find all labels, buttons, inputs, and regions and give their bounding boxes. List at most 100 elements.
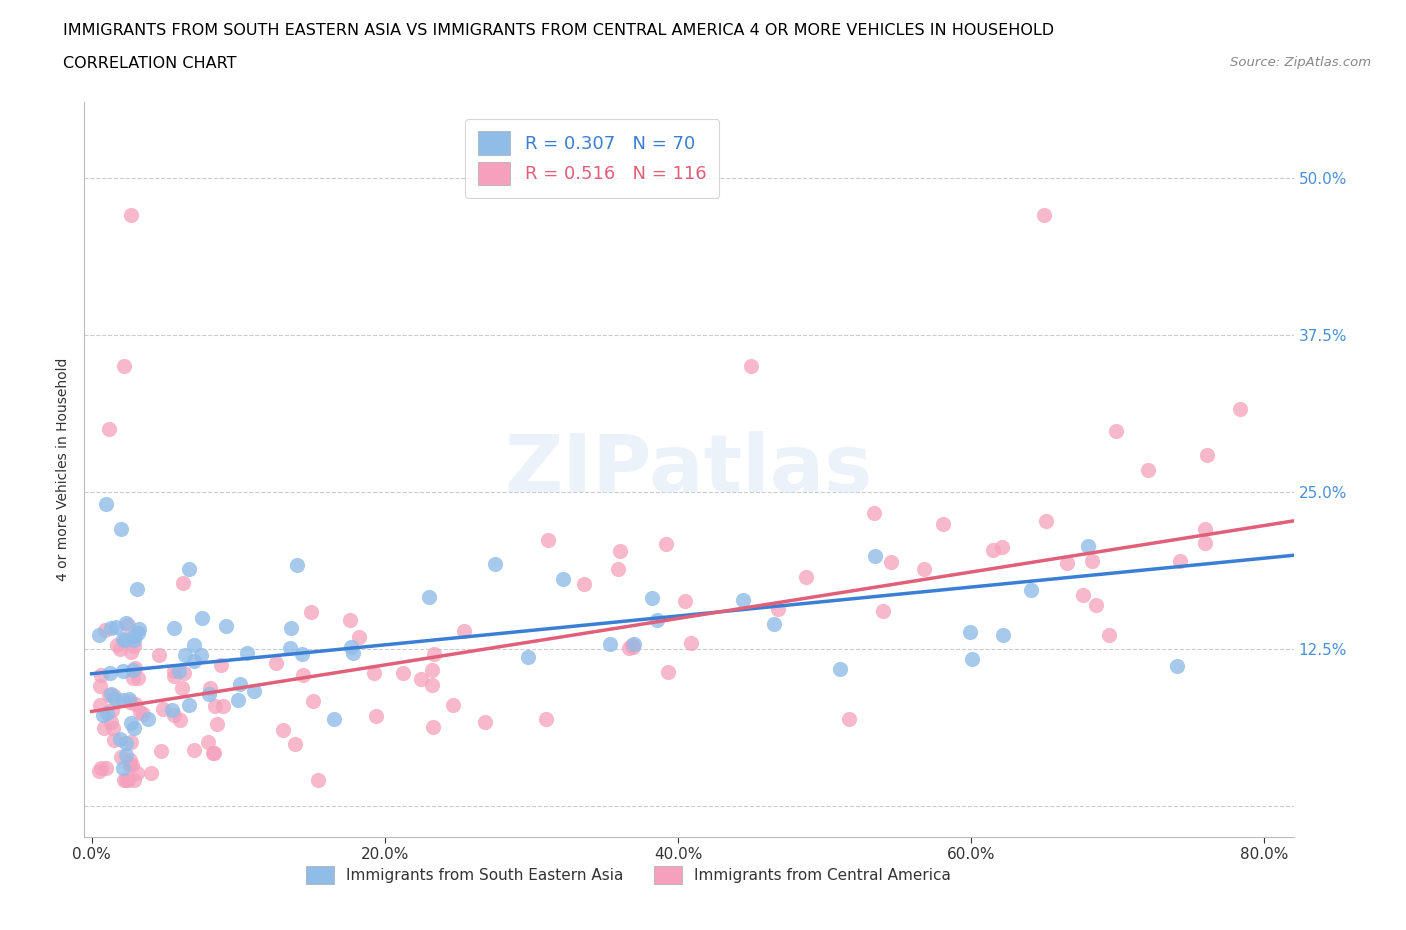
Point (112, 359, 135, 374)
Point (1168, 553, 1191, 568)
Point (623, 636, 645, 651)
Point (100, 714, 122, 729)
Point (981, 542, 1004, 557)
Point (959, 625, 981, 640)
Point (111, 631, 134, 646)
Point (122, 671, 145, 685)
Point (120, 694, 142, 709)
Point (110, 642, 132, 657)
Point (1195, 447, 1218, 462)
Point (132, 707, 155, 722)
Point (121, 758, 143, 773)
Point (863, 549, 886, 564)
Point (606, 562, 628, 577)
Point (90, 667, 112, 682)
Point (122, 773, 145, 788)
Point (202, 745, 225, 760)
Point (96, 761, 118, 776)
Point (127, 671, 149, 685)
Point (243, 684, 266, 698)
Point (441, 698, 464, 712)
Point (94, 623, 117, 638)
Point (128, 621, 150, 636)
Point (139, 765, 162, 780)
Point (124, 629, 146, 644)
Point (912, 562, 935, 577)
Point (120, 716, 142, 731)
Point (763, 617, 786, 631)
Point (1166, 658, 1188, 673)
Point (271, 723, 294, 737)
Point (90, 761, 112, 776)
Point (177, 562, 200, 577)
Point (236, 645, 259, 660)
Point (291, 647, 314, 662)
Point (169, 712, 191, 727)
Point (1098, 627, 1121, 642)
Point (599, 636, 621, 651)
Point (198, 681, 221, 696)
Point (209, 658, 232, 673)
Point (96, 705, 118, 720)
Point (673, 593, 696, 608)
Point (423, 646, 446, 661)
Point (229, 676, 252, 691)
Point (990, 539, 1012, 554)
Point (609, 544, 631, 559)
Point (228, 693, 250, 708)
Point (163, 663, 186, 678)
Point (112, 773, 135, 788)
Point (108, 732, 131, 747)
Point (163, 669, 186, 684)
Point (1084, 597, 1107, 612)
Point (89, 628, 111, 643)
Text: ZIPatlas: ZIPatlas (505, 431, 873, 509)
Point (173, 666, 195, 681)
Point (204, 699, 226, 714)
Point (536, 711, 558, 726)
Point (1033, 208, 1056, 223)
Point (537, 533, 560, 548)
Point (409, 671, 432, 686)
Point (349, 630, 371, 644)
Point (654, 537, 676, 551)
Point (418, 590, 440, 604)
Point (127, 581, 149, 596)
Point (205, 717, 228, 732)
Point (120, 208, 142, 223)
Point (215, 618, 238, 633)
Point (484, 557, 506, 572)
Point (150, 743, 173, 758)
Point (794, 569, 817, 584)
Point (420, 663, 443, 678)
Point (120, 752, 142, 767)
Point (299, 604, 322, 619)
Point (1229, 402, 1251, 417)
Point (284, 737, 307, 751)
Point (122, 663, 145, 678)
Point (960, 652, 983, 667)
Point (112, 761, 135, 776)
Point (117, 773, 139, 788)
Point (136, 711, 159, 726)
Point (115, 748, 138, 763)
Point (880, 554, 903, 569)
Point (641, 591, 664, 605)
Point (148, 648, 170, 663)
Point (115, 736, 138, 751)
Point (1081, 553, 1104, 568)
Point (114, 632, 136, 647)
Point (617, 641, 640, 656)
Point (128, 705, 150, 720)
Point (174, 647, 197, 662)
Point (94, 497, 117, 512)
Point (340, 640, 363, 655)
Point (1035, 513, 1057, 528)
Point (101, 702, 124, 717)
Point (679, 636, 702, 651)
Point (1194, 522, 1216, 537)
Point (190, 647, 212, 662)
Point (105, 637, 128, 652)
Point (163, 708, 186, 723)
Point (152, 701, 174, 716)
